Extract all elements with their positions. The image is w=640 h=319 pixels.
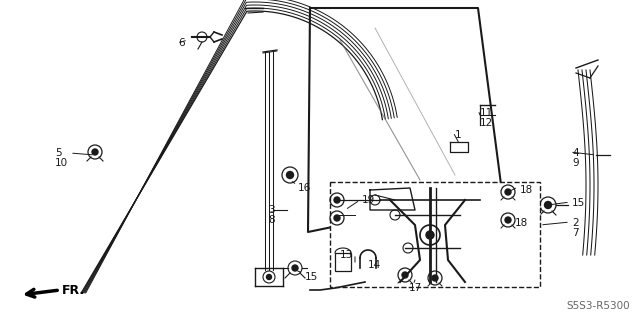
Circle shape <box>505 217 511 223</box>
Text: 13: 13 <box>340 250 353 260</box>
Circle shape <box>402 272 408 278</box>
Circle shape <box>334 215 340 221</box>
Circle shape <box>92 149 98 155</box>
Text: 11: 11 <box>480 108 493 118</box>
Text: 14: 14 <box>368 260 381 270</box>
Text: 15: 15 <box>305 272 318 282</box>
Bar <box>335 253 351 271</box>
Bar <box>335 208 355 222</box>
Text: S5S3-R5300: S5S3-R5300 <box>566 301 630 311</box>
Circle shape <box>545 202 552 209</box>
Text: 4: 4 <box>572 148 579 158</box>
Circle shape <box>292 265 298 271</box>
Text: 8: 8 <box>268 215 275 225</box>
Text: 2: 2 <box>572 218 579 228</box>
Text: 3: 3 <box>268 205 275 215</box>
Text: 9: 9 <box>572 158 579 168</box>
Text: 18: 18 <box>515 218 528 228</box>
Bar <box>430 210 450 224</box>
Text: FR.: FR. <box>62 285 85 298</box>
Text: 18: 18 <box>520 185 533 195</box>
Circle shape <box>426 231 434 239</box>
Circle shape <box>505 189 511 195</box>
Text: 17: 17 <box>408 283 422 293</box>
Text: 16: 16 <box>298 183 311 193</box>
Circle shape <box>334 197 340 203</box>
Bar <box>330 182 540 287</box>
Text: 6: 6 <box>178 38 184 48</box>
Text: 19: 19 <box>362 195 375 205</box>
Circle shape <box>266 275 271 279</box>
Circle shape <box>287 172 294 179</box>
Text: 15: 15 <box>572 198 585 208</box>
Circle shape <box>432 275 438 281</box>
Text: 5: 5 <box>55 148 61 158</box>
Text: 10: 10 <box>55 158 68 168</box>
Text: 1: 1 <box>455 130 461 140</box>
Text: 12: 12 <box>480 118 493 128</box>
Bar <box>380 215 400 229</box>
Text: 7: 7 <box>572 228 579 238</box>
